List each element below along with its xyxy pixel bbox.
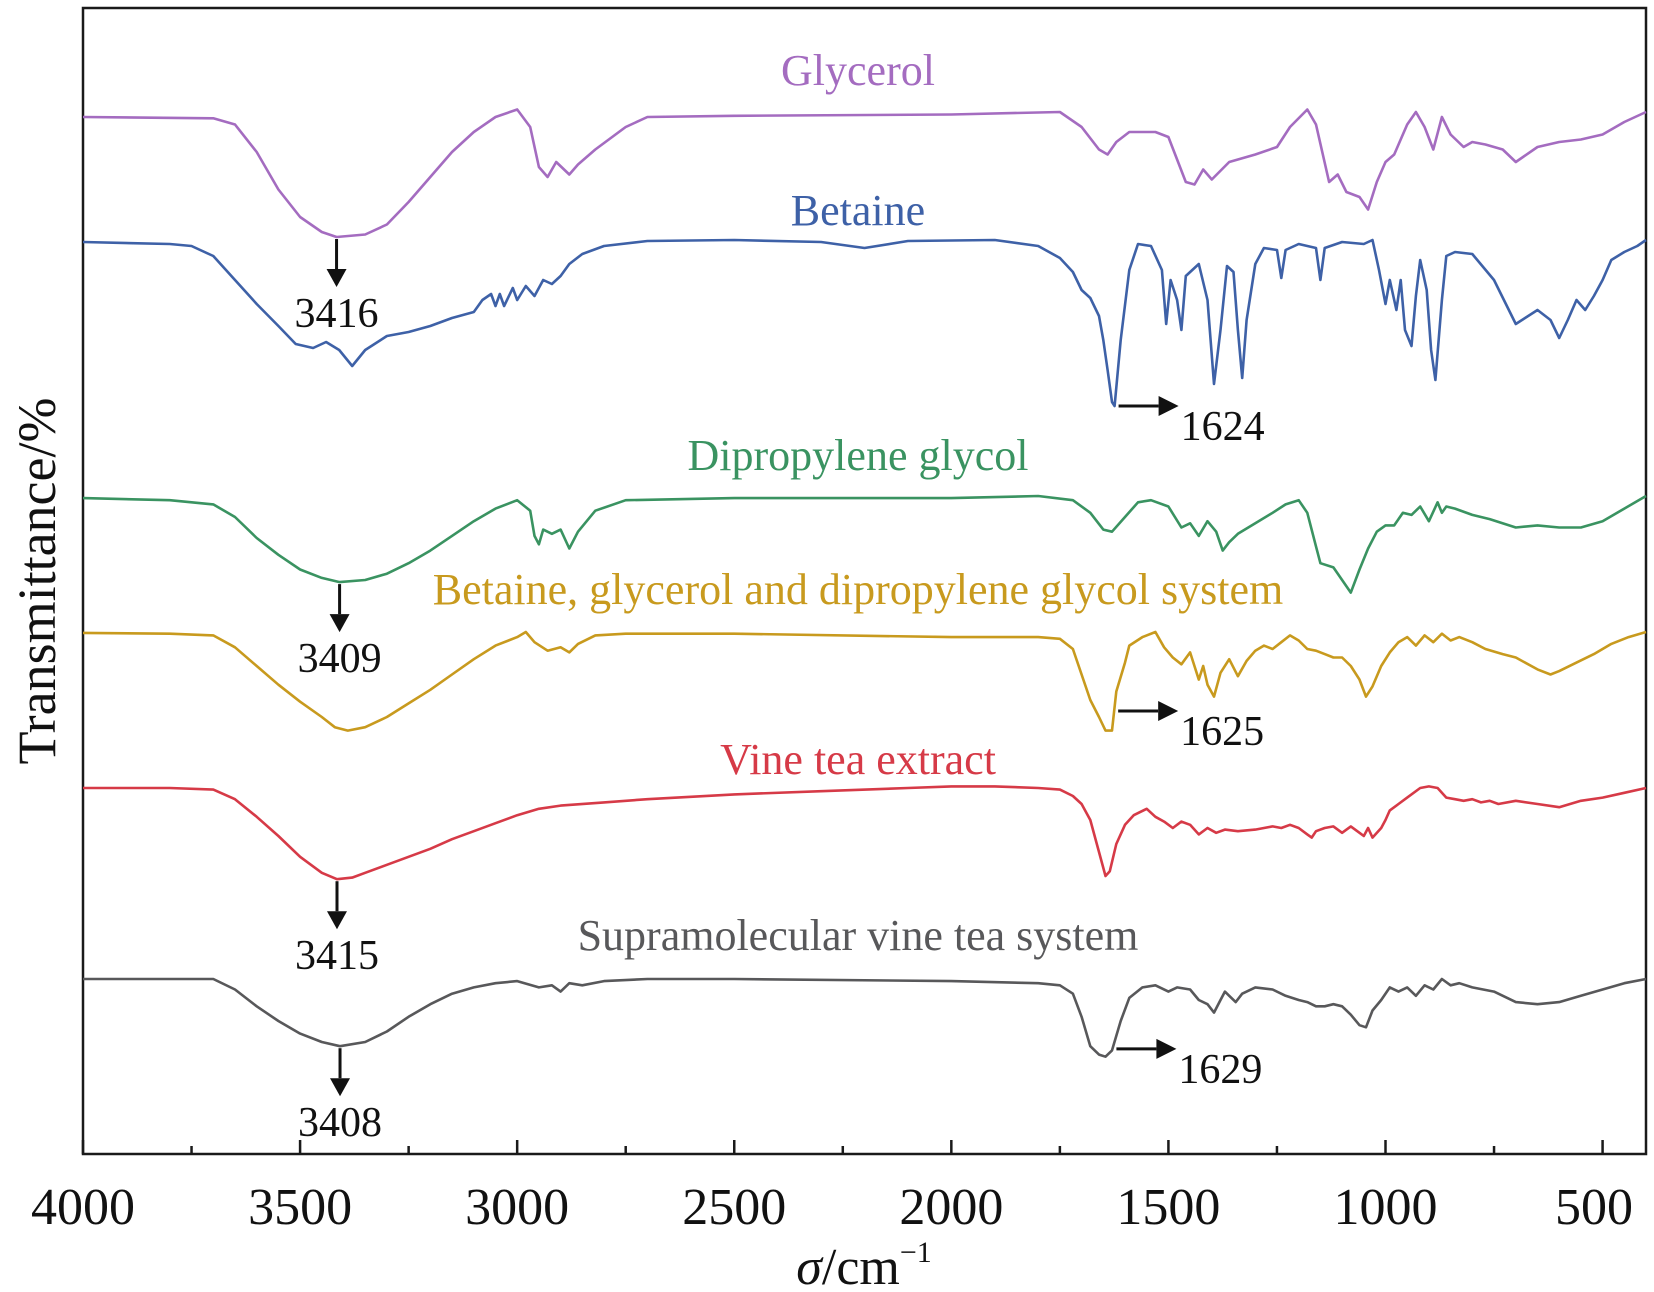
annotation-arrowhead — [1158, 701, 1179, 722]
series-line-5 — [83, 785, 1647, 881]
x-tick-label: 1000 — [1334, 1179, 1438, 1236]
x-axis-tick-labels: 4000 3500 3000 2500 2000 1500 1000 500 — [31, 1179, 1633, 1236]
annotation-arrowhead — [1156, 1038, 1177, 1059]
annotation-arrowhead — [330, 1078, 351, 1097]
series-line-1 — [82, 108, 1647, 239]
peak-annotations: 3416 1624 3409 1625 3415 1629 3408 — [295, 239, 1265, 1146]
x-axis-label-sup: −1 — [900, 1236, 932, 1269]
series-label-3: Dipropylene glycol — [688, 431, 1029, 480]
x-tick-label: 3500 — [248, 1179, 352, 1236]
x-tick-label: 2000 — [899, 1179, 1003, 1236]
series-label-1: Glycerol — [781, 46, 935, 95]
peak-label: 3409 — [298, 636, 382, 682]
peak-label: 3415 — [295, 933, 379, 979]
x-axis-label-symbol: σ — [796, 1239, 824, 1292]
peak-label: 3416 — [295, 291, 379, 337]
series-line-3 — [82, 494, 1647, 594]
series-label-2: Betaine — [791, 186, 925, 235]
annotation-arrowhead — [326, 911, 347, 930]
series-label-5: Vine tea extract — [720, 735, 996, 784]
annotation-arrowhead — [1158, 396, 1179, 416]
series-label-4: Betaine, glycerol and dipropylene glycol… — [433, 565, 1283, 614]
peak-label: 1629 — [1178, 1047, 1262, 1093]
series-line-6 — [83, 977, 1647, 1058]
x-axis-ticks — [81, 1140, 1604, 1154]
peak-label: 3408 — [298, 1100, 382, 1146]
x-tick-label: 4000 — [31, 1179, 135, 1236]
x-axis-label-unit: /cm — [822, 1239, 900, 1292]
annotation-arrowhead — [326, 269, 347, 287]
series-line-2 — [82, 238, 1647, 408]
series-label-6: Supramolecular vine tea system — [578, 911, 1139, 960]
peak-label: 1624 — [1181, 404, 1265, 450]
plot-frame — [81, 6, 1648, 1156]
x-tick-label: 1500 — [1116, 1179, 1220, 1236]
annotation-arrowhead — [329, 614, 350, 633]
y-axis-label: Transmittance/% — [7, 398, 67, 765]
series-labels: Glycerol Betaine Dipropylene glycol Betaine… — [433, 46, 1283, 960]
peak-label: 1625 — [1180, 709, 1264, 755]
x-tick-label: 2500 — [682, 1179, 786, 1236]
x-tick-label: 500 — [1555, 1179, 1633, 1236]
x-axis-label: σ/cm−1 — [796, 1236, 932, 1292]
series-line-4 — [82, 630, 1647, 732]
x-tick-label: 3000 — [465, 1179, 569, 1236]
spectra-series — [82, 108, 1647, 1058]
